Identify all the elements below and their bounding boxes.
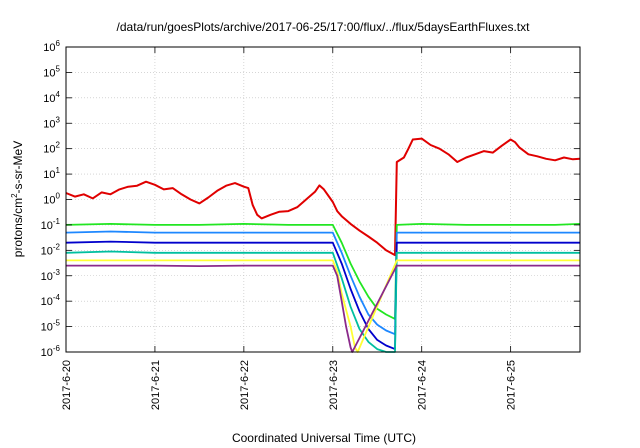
y-tick-label-base: 10 <box>41 347 53 359</box>
y-axis-label-prefix: protons/cm <box>11 198 25 257</box>
y-tick-label: 106 <box>43 39 60 54</box>
x-tick-label: 2017-6-25 <box>506 360 518 410</box>
series-line-4 <box>65 240 580 351</box>
y-tick-label-exponent: 4 <box>56 90 61 99</box>
series-line-5 <box>65 250 580 353</box>
y-tick-label-base: 10 <box>41 271 53 283</box>
grid <box>66 47 580 352</box>
series-line-1 <box>65 137 581 257</box>
y-tick-label: 10-6 <box>41 344 61 359</box>
y-tick-label: 103 <box>43 115 60 130</box>
y-tick-label: 10-1 <box>41 217 61 232</box>
y-tick-label-exponent: 3 <box>56 115 61 124</box>
x-tick-label: 2017-6-23 <box>328 360 340 410</box>
y-tick-label-base: 10 <box>41 322 53 334</box>
y-tick-label: 105 <box>43 64 60 79</box>
y-axis-label-suffix: -s-sr-MeV <box>11 141 25 194</box>
y-axis-label: protons/cm2-s-sr-MeV <box>10 141 25 257</box>
y-tick-label: 100 <box>43 192 60 207</box>
y-tick-label: 10-2 <box>41 242 61 257</box>
y-tick-label: 101 <box>43 166 60 181</box>
x-tick-label: 2017-6-22 <box>239 360 251 410</box>
y-tick-label-base: 10 <box>43 42 55 54</box>
y-tick-label: 10-4 <box>41 293 61 308</box>
y-tick-label-base: 10 <box>43 118 55 130</box>
chart-title: /data/run/goesPlots/archive/2017-06-25/1… <box>117 20 531 34</box>
y-tick-label: 104 <box>43 90 60 105</box>
x-axis-label: Coordinated Universal Time (UTC) <box>232 431 416 445</box>
y-axis-label-sup: 2 <box>10 193 19 198</box>
y-tick-label-exponent: -4 <box>53 293 61 302</box>
y-tick-label: 102 <box>43 141 60 156</box>
y-tick-label-exponent: 2 <box>56 141 61 150</box>
y-tick-label-exponent: -2 <box>53 242 61 251</box>
y-tick-label-exponent: 5 <box>56 64 61 73</box>
y-tick-label-base: 10 <box>43 93 55 105</box>
series-line-2 <box>65 222 581 320</box>
x-tick-label: 2017-6-20 <box>61 360 73 410</box>
y-tick-label-base: 10 <box>43 67 55 79</box>
y-tick-label-exponent: -5 <box>53 319 61 328</box>
series-line-7 <box>66 264 580 353</box>
plot-frame <box>65 46 581 353</box>
y-tick-label-base: 10 <box>41 220 53 232</box>
series-line-3 <box>65 230 580 336</box>
y-tick-label-exponent: -3 <box>53 268 61 277</box>
y-tick-label-base: 10 <box>41 245 53 257</box>
y-tick-label-exponent: 1 <box>56 166 61 175</box>
axes-layer: 10-610-510-410-310-210-11001011021031041… <box>41 39 581 410</box>
y-tick-label-exponent: -6 <box>53 344 61 353</box>
y-tick-label-base: 10 <box>43 144 55 156</box>
x-tick-label: 2017-6-21 <box>150 360 162 410</box>
y-tick-label-base: 10 <box>43 195 55 207</box>
y-tick-label-base: 10 <box>43 169 55 181</box>
series-line-6 <box>66 259 580 353</box>
y-tick-label: 10-5 <box>41 319 61 334</box>
y-tick-label-exponent: 0 <box>56 192 61 201</box>
y-tick-label-exponent: 6 <box>56 39 61 48</box>
y-tick-label-exponent: -1 <box>53 217 61 226</box>
y-tick-label-base: 10 <box>41 296 53 308</box>
series-layer <box>65 137 581 353</box>
y-tick-label: 10-3 <box>41 268 61 283</box>
x-tick-label: 2017-6-24 <box>417 360 429 410</box>
